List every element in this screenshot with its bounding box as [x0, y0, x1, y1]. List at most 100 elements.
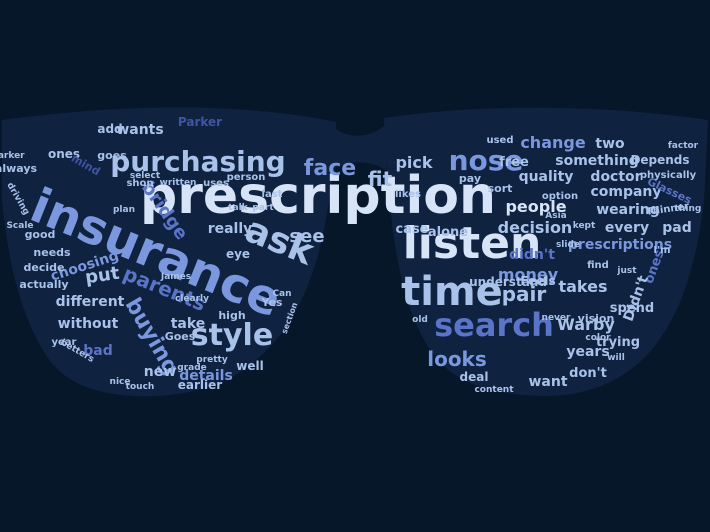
word-decision-15: decision: [498, 218, 573, 237]
word-want-68: want: [528, 374, 567, 390]
word-grade-110: grade: [177, 363, 207, 373]
word-pay-79: pay: [459, 172, 481, 185]
word-something-53: something: [555, 153, 638, 169]
word-takes-18: takes: [558, 277, 607, 296]
word-new-28: new: [144, 364, 176, 380]
word-slide-86: slide: [556, 240, 580, 250]
word-two-49: two: [595, 136, 625, 152]
word-pick-47: pick: [395, 153, 432, 172]
word-looks-13: looks: [427, 347, 487, 371]
word-fit-10: fit: [368, 167, 393, 191]
word-sort-78: sort: [488, 182, 513, 195]
word-search-5: search: [434, 306, 554, 344]
word-person-101: person: [227, 172, 266, 183]
word-prescriptions-57: prescriptions: [568, 237, 672, 253]
word-yes-45: Yes: [261, 296, 283, 309]
word-goes-41: Goes: [165, 330, 196, 343]
word-uses-100: uses: [203, 178, 229, 189]
word-written-99: written: [160, 178, 197, 188]
word-talk-104: talk: [228, 203, 248, 213]
word-face-9: face: [304, 156, 356, 181]
word-plan-105: plan: [113, 205, 135, 215]
word-just-83: just: [616, 266, 637, 276]
word-asia-82: Asia: [545, 211, 566, 221]
word-select-97: select: [130, 171, 161, 181]
word-company-55: company: [590, 184, 661, 200]
word-factor-75: factor: [668, 141, 699, 151]
word-case-58: case: [395, 222, 428, 237]
word-will-92: will: [607, 353, 625, 363]
word-never-84: never: [542, 313, 571, 323]
word-spend-65: spend: [610, 301, 654, 316]
word-ones-34: ones: [48, 147, 80, 161]
right-lens-shape: [384, 107, 708, 396]
word-well-43: well: [236, 359, 263, 373]
word-i-m-91: I'm: [653, 245, 670, 256]
word-depends-54: Depends: [630, 153, 689, 167]
word-year-115: year: [52, 337, 77, 348]
word-details-27: details: [179, 368, 233, 384]
word-pad-61: pad: [662, 220, 692, 236]
glasses-lenses: [2, 107, 708, 397]
word-bad-29: bad: [83, 343, 113, 359]
word-change-48: change: [520, 133, 586, 152]
word-purchasing-7: purchasing: [110, 145, 285, 178]
word-high-44: high: [218, 309, 245, 322]
word-physically-74: physically: [640, 170, 697, 181]
word-don-t-69: don't: [569, 366, 607, 381]
word-style-6: style: [191, 318, 273, 353]
word-color-85: color: [585, 333, 611, 343]
word-thing-90: thing: [675, 204, 702, 214]
word-part-103: part: [252, 203, 274, 213]
word-take-40: take: [171, 316, 206, 332]
word-different-25: different: [56, 294, 125, 310]
word-good-36: good: [25, 228, 56, 241]
bridge-shape: [330, 122, 388, 170]
word-every-60: every: [605, 220, 649, 236]
word-put-21: put: [84, 263, 121, 289]
word-feels-64: Feels: [520, 274, 555, 288]
word-eye-46: eye: [226, 247, 250, 261]
word-nose-8: nose: [449, 144, 524, 177]
word-actually-39: actually: [19, 278, 68, 291]
word-without-26: without: [58, 316, 119, 332]
word-money-16: money: [498, 265, 559, 284]
word-find-87: find: [587, 260, 609, 271]
word-quality-50: quality: [519, 169, 574, 185]
word-goes-33: goes: [97, 149, 127, 162]
word-didn-t-62: didn't: [509, 247, 555, 263]
word-option-77: option: [542, 191, 578, 202]
word-prescription-0: prescription: [140, 166, 496, 226]
word-shop-98: shop: [126, 178, 153, 189]
word-add-31: add: [97, 122, 122, 136]
word-clearly-108: clearly: [175, 294, 209, 304]
left-lens-shape: [2, 107, 336, 397]
word-warby-19: Warby: [557, 315, 615, 334]
word-doctor-51: doctor: [590, 169, 641, 185]
word-touch-112: touch: [126, 382, 155, 392]
word-kept-81: kept: [573, 221, 596, 231]
word-can-117: Can: [272, 289, 291, 299]
word-likes-80: likes: [395, 189, 421, 200]
word-parker-96: parker: [0, 151, 25, 161]
word-time-3: time: [401, 269, 503, 315]
word-trying-66: trying: [596, 335, 640, 350]
word-understand-63: understand: [469, 275, 547, 289]
word-pair-14: pair: [502, 282, 547, 306]
word-pretty-111: pretty: [196, 355, 228, 365]
word-vision-71: vision: [578, 312, 615, 325]
word-listen-2: listen: [403, 218, 542, 269]
word-scale-106: Scale: [6, 221, 33, 231]
word-used-76: used: [486, 135, 513, 146]
word-deal-70: deal: [460, 370, 489, 384]
word-decide-38: decide: [24, 261, 65, 274]
word-nice-113: nice: [110, 377, 131, 387]
word-content-94: content: [474, 385, 514, 395]
word-last-102: last: [262, 189, 283, 200]
word-old-93: old: [412, 315, 428, 325]
word-free-52: free: [499, 155, 529, 170]
word-alone-59: alone: [428, 225, 468, 240]
word-wearing-56: wearing: [596, 202, 660, 218]
